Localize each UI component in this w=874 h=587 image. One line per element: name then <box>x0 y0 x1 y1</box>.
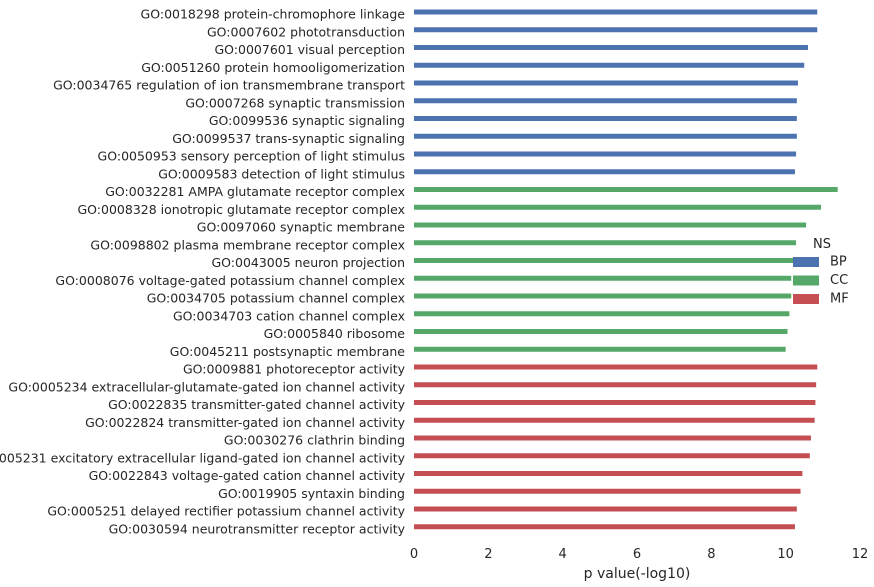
bar-bp-3 <box>414 45 808 50</box>
bar-bp-9 <box>414 151 797 157</box>
bar-mf-28 <box>414 488 801 494</box>
legend: NS BP CC MF <box>793 237 849 307</box>
category-label: GO:0005234 extracellular-glutamate-gated… <box>8 379 405 394</box>
bar-mf-25 <box>414 435 811 441</box>
bar-bp-4 <box>414 62 805 68</box>
bar-mf-22 <box>414 382 817 388</box>
x-tick-label: 4 <box>559 547 567 562</box>
category-label: GO:0009583 detection of light stimulus <box>158 166 405 181</box>
category-label: GO:0098802 plasma membrane receptor comp… <box>90 237 405 252</box>
bar-cc-16 <box>414 275 792 281</box>
bar-mf-30 <box>414 524 795 530</box>
bar-bp-8 <box>414 133 797 139</box>
x-tick-label: 10 <box>777 547 794 562</box>
category-label: GO:0043005 neuron projection <box>211 255 405 270</box>
category-label: GO:0018298 protein-chromophore linkage <box>141 7 406 22</box>
x-tick-label: 0 <box>410 547 418 562</box>
bar-bp-10 <box>414 169 795 175</box>
bar-bp-6 <box>414 98 797 104</box>
legend-label-mf: MF <box>830 292 849 307</box>
category-label: GO:0099536 synaptic signaling <box>209 113 405 128</box>
legend-title: NS <box>813 237 831 252</box>
bar-mf-21 <box>414 364 818 370</box>
bar-bp-1 <box>414 9 818 15</box>
x-tick-label: 6 <box>633 547 641 562</box>
bar-cc-20 <box>414 346 786 352</box>
bar-cc-15 <box>414 258 794 263</box>
bar-cc-12 <box>414 204 821 210</box>
bar-bp-7 <box>414 116 797 121</box>
bar-mf-29 <box>414 506 797 512</box>
category-label: GO:0008076 voltage-gated potassium chann… <box>55 273 405 288</box>
category-label: GO:0030594 neurotransmitter receptor act… <box>109 521 406 536</box>
category-label: GO:0022843 voltage-gated cation channel … <box>89 468 406 483</box>
category-label: GO:0005251 delayed rectifier potassium c… <box>47 504 405 519</box>
legend-label-bp: BP <box>830 255 847 270</box>
legend-label-cc: CC <box>830 273 848 288</box>
bar-mf-23 <box>414 400 816 405</box>
bars-group <box>414 9 838 530</box>
category-label: GO:0007268 synaptic transmission <box>185 95 405 110</box>
category-label: GO:0034703 cation channel complex <box>173 308 405 323</box>
x-axis-ticks: 0 2 4 6 8 10 12 <box>410 547 868 562</box>
bar-cc-18 <box>414 311 790 317</box>
bar-bp-5 <box>414 80 798 86</box>
bar-mf-27 <box>414 471 803 476</box>
bar-cc-14 <box>414 240 797 246</box>
category-label: GO:0007602 phototransduction <box>207 24 405 39</box>
bar-mf-24 <box>414 417 815 423</box>
x-tick-label: 12 <box>852 547 869 562</box>
category-label: GO:0019905 syntaxin binding <box>218 486 405 501</box>
legend-swatch-mf <box>793 294 819 304</box>
category-label: GO:0022824 transmitter-gated ion channel… <box>85 415 406 430</box>
category-label: GO:0099537 trans-synaptic signaling <box>172 131 405 146</box>
category-label: GO:0034765 regulation of ion transmembra… <box>53 78 405 93</box>
category-label: GO:0051260 protein homooligomerization <box>141 60 405 75</box>
x-tick-label: 8 <box>707 547 715 562</box>
bar-mf-26 <box>414 453 810 459</box>
category-label: GO:0030276 clathrin binding <box>224 433 405 448</box>
category-label: GO:0008328 ionotropic glutamate receptor… <box>78 202 406 217</box>
bar-cc-17 <box>414 293 792 299</box>
category-label: GO:0034705 potassium channel complex <box>147 291 405 306</box>
category-label: GO:0050953 sensory perception of light s… <box>98 149 405 164</box>
x-tick-label: 2 <box>484 547 492 562</box>
category-label: GO:0045211 postsynaptic membrane <box>170 344 406 359</box>
category-label: GO:0009881 photoreceptor activity <box>183 362 406 377</box>
category-label: GO:0005231 excitatory extracellular liga… <box>0 450 406 465</box>
category-label: GO:0007601 visual perception <box>214 42 405 57</box>
legend-swatch-cc <box>793 275 819 286</box>
bar-cc-13 <box>414 222 807 228</box>
legend-swatch-bp <box>793 257 819 267</box>
bar-cc-11 <box>414 187 838 192</box>
bar-bp-2 <box>414 27 818 33</box>
category-label: GO:0032281 AMPA glutamate receptor compl… <box>105 184 405 199</box>
category-labels: GO:0018298 protein-chromophore linkage GO… <box>0 7 406 537</box>
legend-items: BP CC MF <box>793 255 849 307</box>
bar-cc-19 <box>414 329 788 334</box>
x-axis-title: p value(-log10) <box>584 566 691 582</box>
category-label: GO:0005840 ribosome <box>264 326 406 341</box>
category-label: GO:0022835 transmitter-gated channel act… <box>108 397 405 412</box>
category-label: GO:0097060 synaptic membrane <box>197 220 406 235</box>
